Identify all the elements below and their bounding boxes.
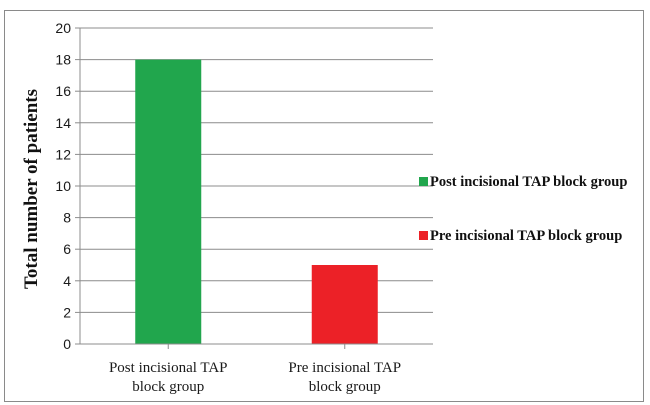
y-tick-label: 6 — [63, 241, 71, 257]
legend-label: Post incisional TAP block group — [430, 174, 627, 190]
bar — [135, 59, 202, 344]
y-tick-label: 4 — [63, 273, 71, 289]
bar — [311, 265, 378, 344]
grid-lines — [80, 27, 433, 313]
y-tick-label: 12 — [55, 146, 71, 162]
x-category-labels: Post incisional TAP block group Pre incisi… — [109, 360, 401, 395]
y-tick-label: 10 — [55, 178, 71, 194]
legend-swatch — [419, 231, 428, 240]
y-tick-label: 2 — [63, 304, 71, 320]
x-category-label: Pre incisional TAP — [288, 360, 401, 376]
legend-label: Pre incisional TAP block group — [430, 228, 622, 244]
y-axis-label: Total number of patients — [21, 89, 42, 289]
x-category-label: Post incisional TAP — [109, 360, 228, 376]
y-tick-label: 16 — [55, 83, 71, 99]
y-tick-label: 14 — [55, 115, 71, 131]
y-tick-label: 0 — [63, 336, 71, 352]
x-category-label: block group — [132, 379, 204, 395]
chart-frame: 0 2 4 6 8 10 12 14 16 18 20 Post incisional TAP blo… — [4, 10, 644, 402]
y-tick-labels: 0 2 4 6 8 10 12 14 16 18 20 — [55, 20, 80, 352]
legend-swatch — [419, 177, 428, 186]
y-tick-label: 18 — [55, 52, 71, 68]
y-tick-label: 8 — [63, 210, 71, 226]
axes — [79, 28, 433, 349]
x-category-label: block group — [309, 379, 381, 395]
legend: Post incisional TAP block group Pre incis… — [419, 174, 627, 244]
bars — [135, 59, 378, 344]
y-tick-label: 20 — [55, 20, 71, 36]
bar-chart: 0 2 4 6 8 10 12 14 16 18 20 Post incisional TAP blo… — [21, 20, 627, 395]
